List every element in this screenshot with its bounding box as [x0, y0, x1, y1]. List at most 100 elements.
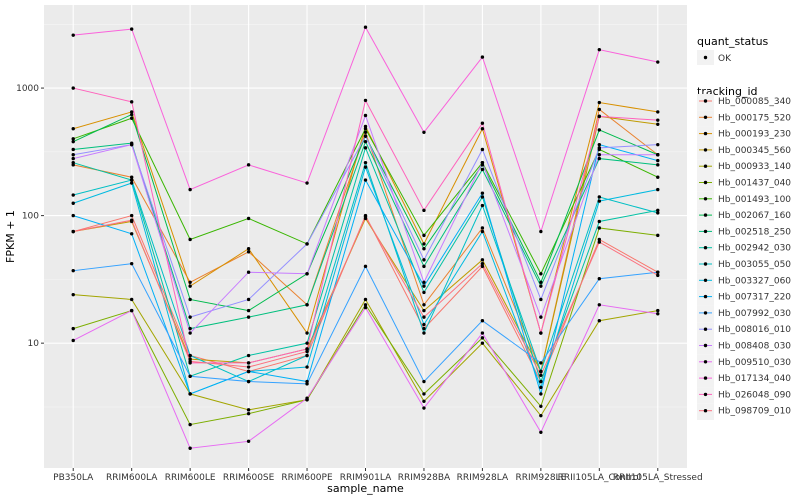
data-point [129, 110, 134, 114]
x-axis-title: sample_name [327, 482, 404, 495]
data-point [597, 100, 602, 105]
legend-point [703, 409, 708, 413]
x-tick-label: RRIM600SE [223, 473, 275, 483]
legend-label: Hb_007992_030 [718, 309, 791, 319]
data-point [480, 195, 485, 199]
data-point [363, 305, 368, 310]
data-point [539, 229, 543, 234]
data-point [597, 318, 602, 323]
legend-label: Hb_003327_060 [718, 276, 791, 286]
data-point [305, 365, 309, 369]
data-point [422, 315, 426, 319]
data-point [656, 142, 660, 147]
legend-point [703, 164, 708, 168]
data-point [246, 270, 251, 274]
data-point [305, 331, 309, 335]
x-tick-label: PB350LA [53, 473, 94, 483]
data-point [305, 181, 309, 185]
data-point [539, 379, 543, 384]
data-point [188, 331, 192, 335]
data-point [656, 60, 660, 64]
data-point [188, 446, 192, 450]
data-point [539, 404, 543, 408]
data-point [246, 361, 251, 365]
data-point [422, 233, 426, 238]
data-point [422, 406, 426, 410]
data-point [246, 163, 251, 167]
data-point [246, 379, 251, 384]
data-point [480, 229, 485, 234]
data-point [597, 199, 602, 203]
x-tick-label: RRIM928BA [398, 473, 451, 483]
data-point [305, 242, 309, 246]
data-point [422, 303, 426, 307]
data-point [305, 349, 309, 354]
data-point [539, 361, 543, 365]
data-point [597, 277, 602, 281]
data-point [305, 382, 309, 386]
data-point [129, 218, 134, 222]
legend-point [703, 327, 708, 331]
data-point [305, 347, 309, 351]
data-point [246, 250, 251, 254]
data-point [597, 153, 602, 157]
data-point [188, 422, 192, 427]
data-point [539, 272, 543, 276]
data-point [363, 146, 368, 150]
legend-point [703, 55, 708, 60]
legend-label: Hb_098709_010 [718, 407, 791, 417]
legend-point [703, 262, 708, 266]
data-point [480, 55, 485, 59]
data-point [363, 215, 368, 219]
legend-label: Hb_017134_040 [718, 374, 791, 384]
legend-label: Hb_001437_040 [718, 179, 791, 189]
data-point [656, 187, 660, 192]
legend-point [703, 180, 708, 185]
data-point [422, 242, 426, 246]
legend-label: Hb_002518_250 [718, 227, 791, 237]
data-point [129, 178, 134, 182]
legend-point [703, 311, 708, 315]
data-point [363, 25, 368, 29]
data-point [363, 297, 368, 302]
data-point [422, 280, 426, 285]
data-point [539, 369, 543, 374]
data-point [305, 353, 309, 358]
data-point [597, 195, 602, 199]
x-tick-label: RRII105LA_Control [558, 473, 641, 483]
data-point [305, 341, 309, 345]
data-point [539, 373, 543, 377]
data-point [363, 113, 368, 118]
data-point [597, 114, 602, 119]
data-point [71, 193, 75, 197]
data-point [539, 297, 543, 302]
data-point [539, 280, 543, 285]
data-point [188, 392, 192, 396]
data-point [597, 237, 602, 242]
data-point [597, 142, 602, 147]
data-point [539, 385, 543, 390]
legend-point [703, 376, 708, 380]
data-point [188, 315, 192, 319]
data-point [539, 392, 543, 396]
data-point [656, 312, 660, 316]
x-tick-label: RRIM928LA [457, 473, 509, 483]
data-point [129, 261, 134, 266]
data-point [71, 326, 75, 331]
y-tick-label: 10 [28, 339, 40, 349]
legend-label: Hb_009510_030 [718, 358, 791, 368]
data-point [480, 331, 485, 335]
legend-point [703, 360, 708, 364]
data-point [597, 156, 602, 161]
data-point [656, 208, 660, 213]
data-point [71, 127, 75, 131]
data-point [188, 237, 192, 242]
legend-label: Hb_000345_560 [718, 146, 791, 156]
data-point [188, 187, 192, 192]
data-point [363, 98, 368, 103]
legend-label: Hb_026048_090 [718, 390, 791, 400]
data-point [129, 175, 134, 179]
data-point [71, 153, 75, 157]
data-point [71, 213, 75, 218]
data-point [129, 116, 134, 120]
